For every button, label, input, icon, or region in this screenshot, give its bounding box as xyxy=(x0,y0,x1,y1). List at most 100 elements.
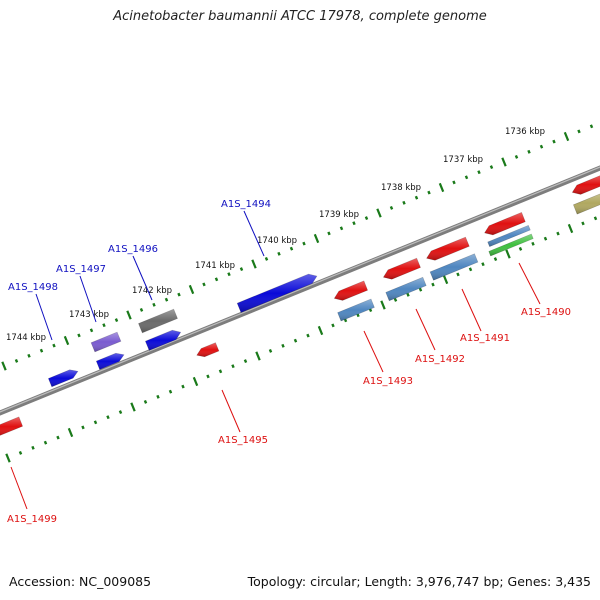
gene-arrow-shade xyxy=(572,175,600,195)
gene-label[interactable]: A1S_1493 xyxy=(363,376,413,387)
kbp-label: 1742 kbp xyxy=(132,286,172,296)
scale-tick xyxy=(81,425,85,430)
gene-label[interactable]: A1S_1490 xyxy=(521,307,571,318)
scale-tick xyxy=(277,251,281,256)
scale-tick xyxy=(493,257,498,262)
scale-tick xyxy=(89,328,94,333)
gene-arrow-shade xyxy=(96,353,124,370)
scale-tick xyxy=(264,256,269,261)
label-leaders xyxy=(10,210,541,510)
scale-tick xyxy=(302,241,306,246)
leader-line xyxy=(35,293,53,341)
scale-tick xyxy=(427,190,431,195)
gene-label[interactable]: A1S_1491 xyxy=(460,333,510,344)
scale-tick xyxy=(477,170,481,175)
scale-tick xyxy=(505,249,511,259)
scale-tick xyxy=(202,282,206,287)
gene-labels: A1S_1498 A1S_1497 A1S_1496 A1S_1494 A1S_… xyxy=(7,199,571,525)
kbp-label: 1739 kbp xyxy=(319,210,359,220)
scale-tick xyxy=(306,333,310,338)
leader-line xyxy=(132,255,153,301)
scale-tick xyxy=(402,200,406,205)
scale-tick xyxy=(581,221,585,226)
map-title: Acinetobacter baumannii ATCC 17978, comp… xyxy=(113,9,487,24)
gene-label[interactable]: A1S_1495 xyxy=(218,435,268,446)
scale-tick xyxy=(31,445,35,450)
scale-tick xyxy=(126,310,132,320)
gene-arrow-shade xyxy=(430,253,478,281)
scale-tick xyxy=(543,236,548,241)
gene-label[interactable]: A1S_1499 xyxy=(7,514,57,525)
scale-tick xyxy=(27,353,31,358)
scale-tick xyxy=(143,399,148,404)
gene-arrow-shade xyxy=(385,277,427,301)
scale-tick xyxy=(289,246,294,251)
tick-track-inner xyxy=(5,216,598,463)
scale-tick xyxy=(489,165,494,170)
kbp-label: 1740 kbp xyxy=(257,236,297,246)
leader-line xyxy=(415,308,436,351)
gene-label[interactable]: A1S_1494 xyxy=(221,199,271,210)
gene-arrow-shade xyxy=(334,280,368,301)
leader-line xyxy=(363,330,384,373)
genome-summary-text: Topology: circular; Length: 3,976,747 bp… xyxy=(247,574,591,589)
gene-label[interactable]: A1S_1498 xyxy=(8,282,58,293)
scale-tick xyxy=(168,389,173,394)
scale-tick xyxy=(468,267,473,272)
gene-label[interactable]: A1S_1492 xyxy=(415,354,465,365)
gene-label[interactable]: A1S_1496 xyxy=(108,244,158,255)
scale-tick xyxy=(156,394,160,399)
scale-tick xyxy=(56,435,60,440)
scale-tick xyxy=(406,292,410,297)
gene-features xyxy=(0,175,600,436)
scale-tick xyxy=(106,415,110,420)
scale-tick xyxy=(268,348,273,353)
scale-tick xyxy=(52,343,56,348)
scale-tick xyxy=(552,139,556,144)
scale-tick xyxy=(531,241,535,246)
scale-tick xyxy=(414,195,419,200)
scale-tick xyxy=(442,274,449,285)
kbp-label: 1743 kbp xyxy=(69,310,109,320)
scale-tick xyxy=(227,272,231,277)
scale-tick xyxy=(1,361,7,371)
gene-label[interactable]: A1S_1497 xyxy=(56,264,106,275)
leader-line xyxy=(10,466,28,510)
scale-tick xyxy=(364,216,369,221)
scale-tick xyxy=(118,410,123,415)
gene-arrow-shade xyxy=(488,234,534,256)
scale-tick xyxy=(293,338,298,343)
scale-tick xyxy=(39,348,44,353)
scale-tick xyxy=(438,182,445,193)
gene-arrow-shade xyxy=(426,237,470,261)
gene-arrow-shade xyxy=(237,274,317,313)
scale-tick xyxy=(5,453,11,463)
scale-tick xyxy=(313,233,320,244)
scale-tick xyxy=(77,333,81,338)
scale-tick xyxy=(67,427,74,438)
gene-arrow-shade xyxy=(138,309,178,333)
leader-line xyxy=(243,210,265,257)
scale-tick xyxy=(589,124,594,129)
kbp-scale: 1744 kbp 1743 kbp 1742 kbp 1741 kbp 1740… xyxy=(6,127,545,343)
scale-tick xyxy=(339,226,344,231)
scale-tick xyxy=(527,149,531,154)
scale-tick xyxy=(317,325,324,336)
scale-tick xyxy=(431,282,435,287)
scale-tick xyxy=(251,259,257,269)
backbone-highlight xyxy=(0,166,600,413)
genome-backbone xyxy=(0,165,600,416)
scale-tick xyxy=(218,369,223,374)
scale-tick xyxy=(593,216,598,221)
leader-line xyxy=(79,275,97,323)
kbp-label: 1738 kbp xyxy=(381,183,421,193)
scale-tick xyxy=(567,223,574,234)
scale-tick xyxy=(188,284,195,295)
gene-arrow-shade xyxy=(573,193,600,215)
gene-arrow-shade xyxy=(487,225,531,247)
scale-tick xyxy=(177,292,181,297)
gene-arrow-shade xyxy=(196,342,219,357)
scale-tick xyxy=(456,272,460,277)
scale-tick xyxy=(192,376,199,387)
